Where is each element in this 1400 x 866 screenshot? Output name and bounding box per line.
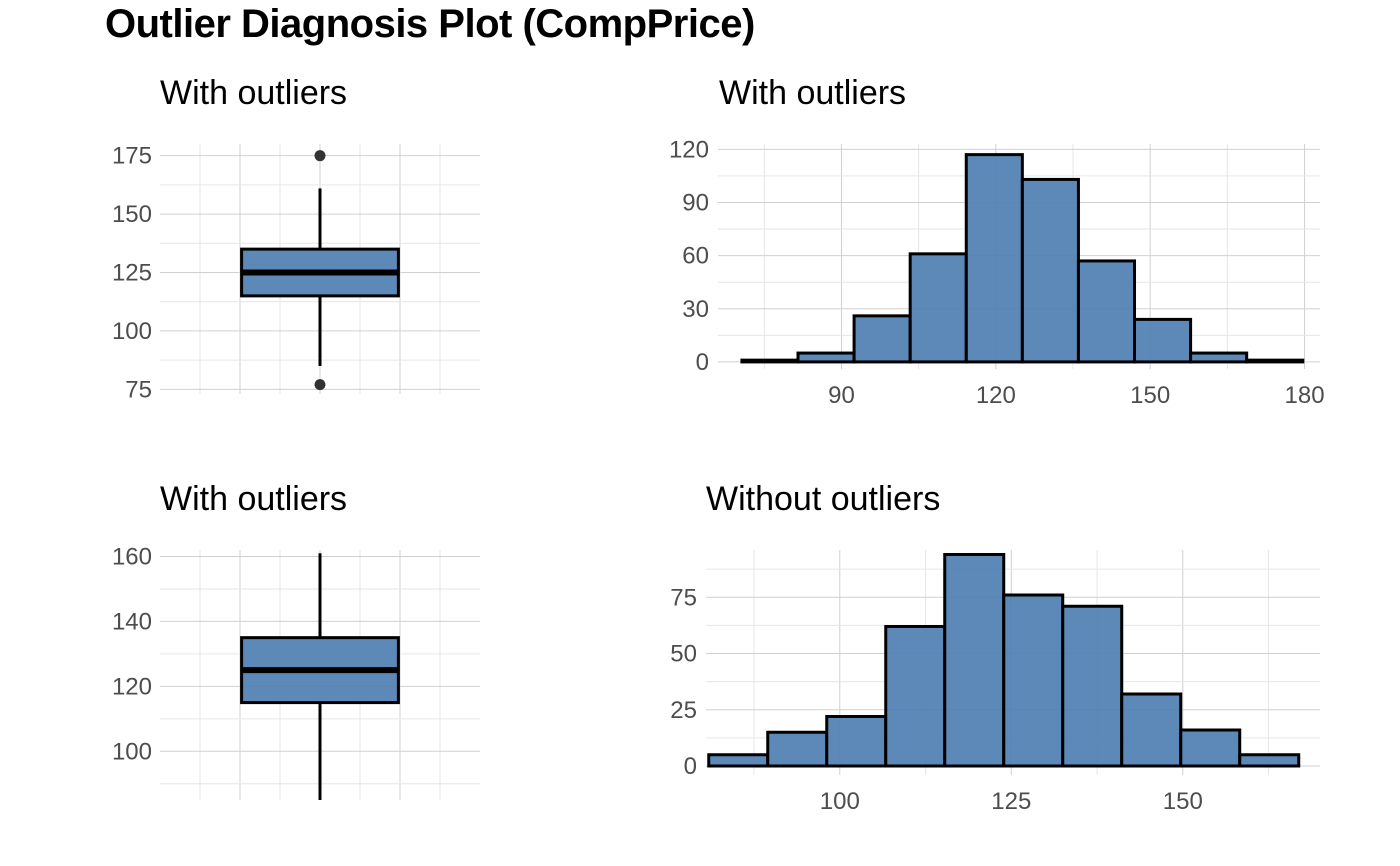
histogram-bar bbox=[1179, 728, 1242, 768]
histogram-bar bbox=[740, 358, 800, 364]
box-with-chart: 75 100 125 150 175 bbox=[112, 143, 480, 403]
box-with-title: With outliers bbox=[160, 74, 348, 112]
outlier-point bbox=[314, 379, 326, 391]
histogram-bars bbox=[740, 153, 1305, 364]
y-tick-label: 100 bbox=[112, 318, 152, 345]
outlier-point bbox=[314, 150, 326, 162]
hist-without-chart: 0 25 50 75 100 125 150 bbox=[670, 550, 1320, 815]
chart-main-title: Outlier Diagnosis Plot (CompPrice) bbox=[105, 2, 755, 46]
histogram-bar bbox=[1238, 753, 1301, 768]
y-tick-label: 100 bbox=[112, 738, 152, 765]
hist-with-title: With outliers bbox=[719, 74, 907, 112]
histogram-bar bbox=[943, 553, 1006, 768]
box-without-chart: 100 120 140 160 bbox=[112, 543, 480, 800]
histogram-bar bbox=[908, 252, 968, 364]
histogram-bar bbox=[1076, 259, 1137, 364]
histogram-bar bbox=[766, 730, 829, 768]
x-tick-label: 120 bbox=[976, 382, 1016, 409]
y-tick-label: 150 bbox=[112, 201, 152, 228]
x-tick-label: 90 bbox=[828, 382, 855, 409]
y-tick-label: 60 bbox=[682, 243, 709, 270]
histogram-bar bbox=[707, 753, 770, 768]
y-tick-label: 175 bbox=[112, 143, 152, 170]
y-tick-label: 50 bbox=[670, 641, 697, 668]
histogram-bar bbox=[1020, 177, 1080, 364]
y-tick-label: 75 bbox=[125, 376, 152, 403]
y-tick-label: 75 bbox=[670, 584, 697, 611]
histogram-bar bbox=[1189, 351, 1249, 364]
y-tick-label: 120 bbox=[669, 136, 709, 163]
histogram-bar bbox=[852, 314, 912, 364]
box-without-title: With outliers bbox=[160, 480, 348, 518]
y-tick-label: 120 bbox=[112, 673, 152, 700]
y-tick-label: 140 bbox=[112, 608, 152, 635]
x-tick-label: 150 bbox=[1163, 788, 1203, 815]
y-tick-label: 0 bbox=[696, 349, 709, 376]
x-tick-label: 100 bbox=[820, 788, 860, 815]
histogram-bars bbox=[707, 553, 1301, 768]
hist-without-title: Without outliers bbox=[706, 480, 941, 518]
y-tick-label: 25 bbox=[670, 697, 697, 724]
y-tick-label: 90 bbox=[682, 189, 709, 216]
y-tick-label: 30 bbox=[682, 296, 709, 323]
x-tick-label: 180 bbox=[1285, 382, 1325, 409]
histogram-bar bbox=[1133, 317, 1193, 364]
histogram-bar bbox=[825, 715, 888, 768]
histogram-bar bbox=[1061, 604, 1124, 768]
x-tick-label: 150 bbox=[1130, 382, 1170, 409]
histogram-bar bbox=[1245, 358, 1305, 364]
histogram-bar bbox=[1120, 692, 1183, 768]
x-tick-label: 125 bbox=[991, 788, 1031, 815]
histogram-bar bbox=[884, 625, 947, 768]
histogram-bar bbox=[796, 351, 856, 364]
histogram-bar bbox=[964, 153, 1024, 364]
y-tick-label: 160 bbox=[112, 543, 152, 570]
histogram-bar bbox=[1002, 593, 1065, 768]
hist-with-chart: 0 30 60 90 120 90 120 150 180 bbox=[669, 136, 1325, 409]
y-tick-label: 0 bbox=[684, 753, 697, 780]
y-tick-label: 125 bbox=[112, 260, 152, 287]
